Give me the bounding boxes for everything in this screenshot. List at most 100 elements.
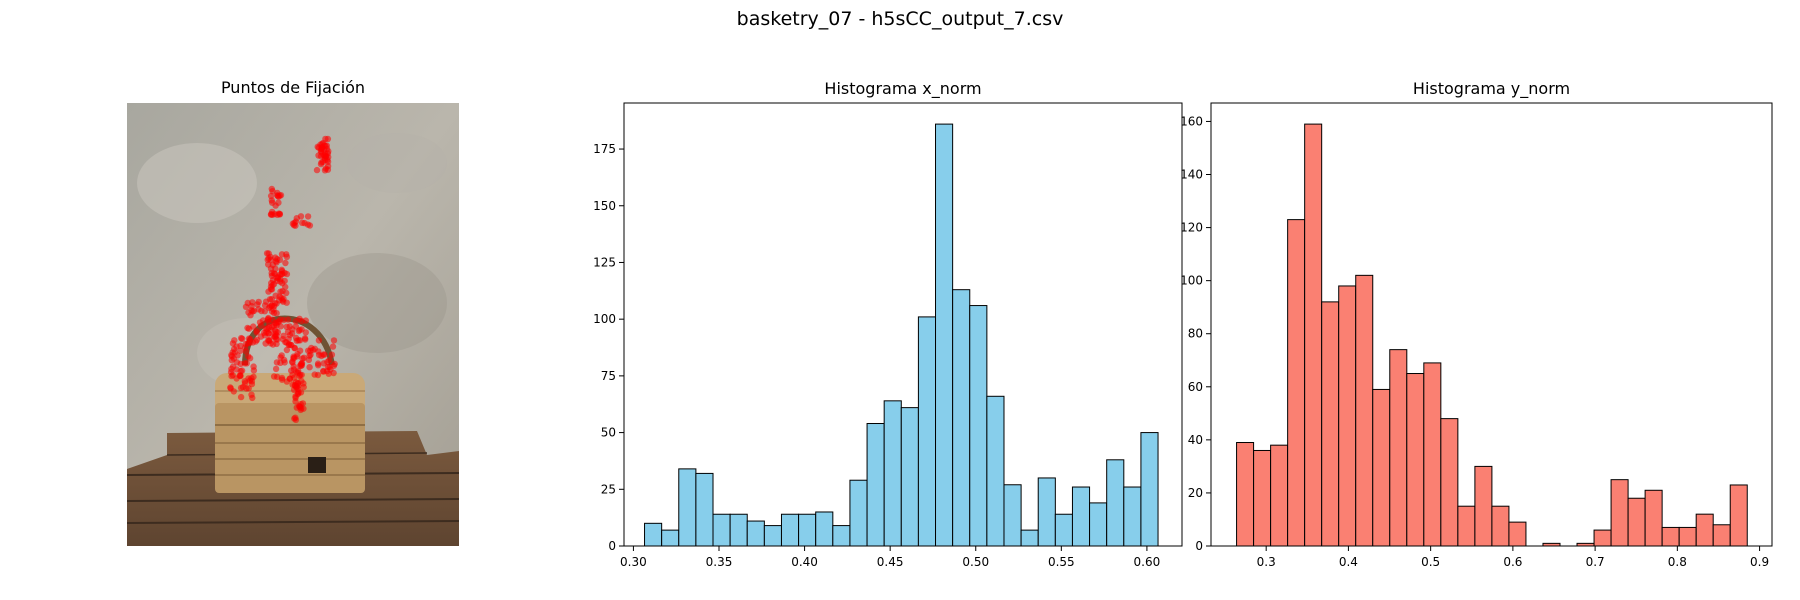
histogram-bar <box>1071 486 1091 547</box>
fixation-point <box>327 366 334 373</box>
fixation-point <box>280 298 287 305</box>
fixation-point <box>241 378 248 385</box>
fixation-point <box>289 358 296 365</box>
fixation-point <box>263 250 271 257</box>
fixation-point <box>258 307 265 315</box>
x-tick-label: 0.30 <box>620 555 647 569</box>
fixation-point <box>279 336 286 343</box>
fixation-point <box>230 355 237 362</box>
fixation-point <box>292 379 300 386</box>
fixation-point <box>230 388 237 395</box>
x-tick-label: 0.3 <box>1257 555 1276 569</box>
x-tick-label: 0.6 <box>1503 555 1522 569</box>
y-tick-label: 120 <box>1180 221 1203 235</box>
fixation-point <box>274 373 281 380</box>
fixation-point <box>292 414 299 421</box>
fixation-point <box>274 329 282 336</box>
x-tick-label: 0.9 <box>1750 555 1769 569</box>
histogram-bar <box>1440 418 1459 547</box>
histogram-bar <box>780 513 800 547</box>
chart-title: Histograma x_norm <box>824 79 981 99</box>
histogram-bar <box>1304 123 1323 547</box>
histogram-bar <box>1236 442 1255 547</box>
fixation-point <box>317 147 325 155</box>
fixation-point <box>237 393 245 401</box>
fixation-point <box>253 329 260 336</box>
fixation-point <box>283 323 290 330</box>
fixation-point <box>237 367 244 375</box>
fixation-point <box>272 254 279 261</box>
fixation-point <box>292 398 299 405</box>
histogram-bar <box>1140 432 1159 547</box>
y-tick-label: 125 <box>593 255 616 269</box>
histogram-bar <box>1712 524 1731 547</box>
fixation-point <box>300 383 307 391</box>
histogram-bar <box>1593 529 1612 547</box>
fixation-point <box>243 385 250 392</box>
histogram-bar <box>1644 489 1663 547</box>
fixation-point <box>286 341 293 348</box>
fixation-point <box>297 213 305 220</box>
histogram-bar <box>849 479 868 547</box>
x-tick-label: 0.4 <box>1339 555 1358 569</box>
fixation-point <box>304 213 312 220</box>
fixation-point <box>257 322 265 329</box>
fixation-point <box>265 324 272 331</box>
y-tick-label: 100 <box>1180 274 1203 288</box>
fixation-point <box>267 340 274 347</box>
fixation-point <box>274 211 281 218</box>
y-tick-label: 150 <box>593 199 616 213</box>
histogram-bar <box>746 520 765 547</box>
fixation-point <box>307 347 314 355</box>
histogram-bar <box>986 395 1005 547</box>
axes-frame <box>1210 102 1773 547</box>
y-tick-label: 60 <box>1188 380 1203 394</box>
y-tick-label: 175 <box>593 142 616 156</box>
fixation-point <box>283 346 291 354</box>
fixation-point <box>328 351 336 358</box>
histogram-bar <box>1491 505 1510 547</box>
y-tick-label: 80 <box>1188 327 1203 341</box>
fixation-point <box>319 158 327 165</box>
fixation-point <box>320 367 327 375</box>
histogram-bar <box>1037 477 1056 547</box>
x-tick-label: 0.45 <box>877 555 904 569</box>
histogram-bar <box>644 522 663 547</box>
fixation-point <box>295 388 302 396</box>
histogram-bar <box>1321 301 1340 547</box>
histogram-bar <box>1389 349 1408 547</box>
fixation-point <box>288 330 296 337</box>
x-tick-label: 0.55 <box>1048 555 1075 569</box>
fixation-point <box>265 304 273 311</box>
fixation-point <box>299 355 306 362</box>
fixation-point <box>331 360 338 368</box>
histogram-bar <box>935 123 954 547</box>
fixation-point <box>242 340 250 348</box>
fixation-point <box>306 222 314 229</box>
x-tick-label: 0.5 <box>1421 555 1440 569</box>
fixation-point <box>278 352 285 359</box>
histogram-bar <box>1661 526 1680 547</box>
histogram-bar <box>1695 513 1714 547</box>
histogram-bar <box>1406 373 1425 547</box>
histogram-bar <box>1123 486 1142 547</box>
fixation-point <box>255 298 262 306</box>
fixation-point <box>267 192 275 200</box>
fixation-point <box>257 333 265 340</box>
fixation-point <box>329 343 337 350</box>
fixation-point <box>321 152 328 159</box>
fixation-point <box>292 318 299 325</box>
histogram-y-norm: 0.3 0.4 0.5 0.6 0.7 0.8 0.9 0 20 40 60 80 100 120 140 1… <box>1180 79 1773 569</box>
histogram-bar <box>1338 285 1357 547</box>
histogram-bar <box>798 513 817 547</box>
fixation-point <box>230 345 238 353</box>
fixation-point <box>250 307 258 314</box>
fixation-point <box>246 336 254 343</box>
histogram-bar <box>763 525 782 547</box>
fixation-point <box>229 340 237 347</box>
fixation-point <box>268 211 275 218</box>
fixation-point <box>237 342 244 349</box>
histogram-bar <box>695 472 714 547</box>
fixation-point <box>326 357 333 364</box>
